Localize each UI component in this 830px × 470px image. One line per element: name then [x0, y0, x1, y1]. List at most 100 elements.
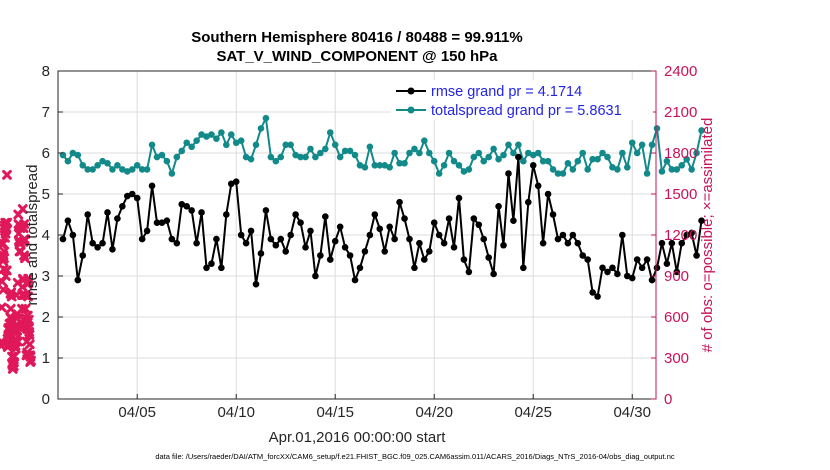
rmse-point-103: [569, 231, 577, 239]
obs-point-92: [19, 219, 30, 229]
rmse-point-77: [440, 239, 448, 247]
rmse-point-41: [262, 207, 270, 214]
totalspread-point-20: [158, 151, 166, 159]
totalspread-point-40: [257, 125, 265, 132]
x-tick-label-4: 04/25: [514, 404, 552, 421]
totalspread-point-9: [104, 159, 111, 167]
y-axis-right-label: # of obs: o=possible; ×=assimilated: [699, 118, 716, 353]
totalspread-point-54: [326, 129, 334, 136]
legend-marker-totalspread: [407, 106, 415, 114]
y-tick-label-7: 7: [42, 104, 50, 121]
rmse-point-76: [435, 231, 443, 239]
totalspread-point-114: [623, 164, 631, 171]
totalspread-point-108: [594, 155, 601, 163]
rmse-point-65: [381, 248, 389, 255]
totalspread-point-64: [376, 162, 384, 169]
rmse-point-11: [114, 215, 121, 222]
rmse-point-95: [529, 162, 537, 169]
totalspread-point-37: [242, 153, 250, 161]
totalspread-point-94: [524, 149, 532, 157]
rmse-point-23: [173, 239, 181, 247]
rmse-point-53: [322, 213, 329, 220]
totalspread-point-115: [628, 139, 636, 147]
legend-box: [391, 80, 653, 120]
y-axis-left: 0 1 2 3 4 5 6 7 8: [42, 63, 63, 408]
totalspread-point-16: [138, 166, 146, 173]
rmse-point-14: [128, 190, 136, 198]
totalspread-point-116: [633, 149, 641, 157]
totalspread-point-78: [445, 149, 453, 157]
obs-point-8: [0, 284, 9, 295]
rmse-point-48: [297, 219, 304, 226]
totalspread-point-42: [267, 153, 275, 161]
y-right-tick-label-7: 2100: [664, 104, 697, 121]
rmse-point-100: [554, 235, 562, 243]
totalspread-point-105: [579, 149, 587, 157]
rmse-point-71: [411, 264, 418, 272]
totalspread-point-95: [529, 151, 537, 159]
totalspread-point-76: [435, 170, 443, 177]
rmse-point-114: [623, 272, 631, 280]
totalspread-point-11: [114, 162, 121, 169]
rmse-point-31: [213, 235, 220, 243]
totalspread-point-3: [74, 151, 82, 159]
rmse-point-17: [143, 227, 151, 235]
rmse-point-56: [336, 223, 344, 231]
totalspread-point-58: [346, 147, 354, 155]
y-right-tick-label-5: 1500: [664, 186, 697, 203]
totalspread-point-122: [663, 157, 671, 165]
totalspread-point-30: [208, 131, 215, 138]
totalspread-point-119: [648, 141, 656, 149]
totalspread-point-2: [69, 149, 77, 157]
rmse-point-25: [183, 203, 191, 210]
rmse-point-102: [564, 239, 572, 247]
totalspread-point-5: [84, 166, 92, 173]
rmse-point-128: [693, 252, 700, 259]
totalspread-point-49: [302, 153, 309, 161]
totalspread-point-69: [401, 159, 408, 167]
obs-point-97: [20, 303, 31, 314]
y-tick-label-0: 0: [42, 391, 50, 408]
rmse-point-87: [490, 270, 497, 278]
totalspread-point-97: [539, 157, 547, 165]
rmse-point-68: [396, 198, 403, 206]
rmse-point-113: [619, 231, 626, 239]
totalspread-point-87: [490, 145, 497, 153]
obs-point-2: [0, 302, 7, 313]
totalspread-point-56: [336, 153, 344, 161]
totalspread-point-25: [183, 139, 191, 147]
totalspread-point-84: [475, 149, 483, 157]
totalspread-point-45: [282, 141, 290, 149]
totalspread-point-83: [470, 153, 478, 161]
rmse-point-38: [247, 227, 255, 235]
totalspread-point-32: [218, 129, 225, 136]
totalspread-point-85: [480, 157, 488, 165]
rmse-point-4: [79, 252, 87, 259]
totalspread-point-53: [322, 145, 329, 153]
x-tick-label-3: 04/20: [415, 404, 453, 421]
rmse-point-47: [292, 211, 299, 218]
totalspread-point-90: [505, 141, 512, 149]
rmse-point-35: [232, 178, 240, 185]
totalspread-point-7: [94, 162, 101, 169]
obs-point-107: [23, 291, 33, 302]
obs-point-94: [19, 235, 30, 246]
rmse-point-129: [698, 217, 705, 224]
rmse-point-52: [317, 252, 324, 259]
totalspread-point-120: [653, 125, 661, 132]
totalspread-point-98: [544, 157, 552, 165]
rmse-point-120: [653, 264, 661, 272]
rmse-point-3: [74, 276, 82, 284]
totalspread-point-14: [128, 166, 136, 173]
obs-point-113: [24, 329, 35, 340]
rmse-point-81: [460, 256, 468, 263]
rmse-point-101: [559, 231, 567, 239]
y-tick-label-6: 6: [42, 145, 50, 162]
totalspread-point-24: [178, 147, 186, 155]
totalspread-point-4: [79, 162, 87, 169]
legend: rmse grand pr = 4.1714 totalspread grand…: [391, 80, 653, 120]
obs-point-110: [23, 314, 34, 325]
rmse-point-96: [534, 182, 542, 190]
rmse-point-2: [69, 231, 77, 239]
